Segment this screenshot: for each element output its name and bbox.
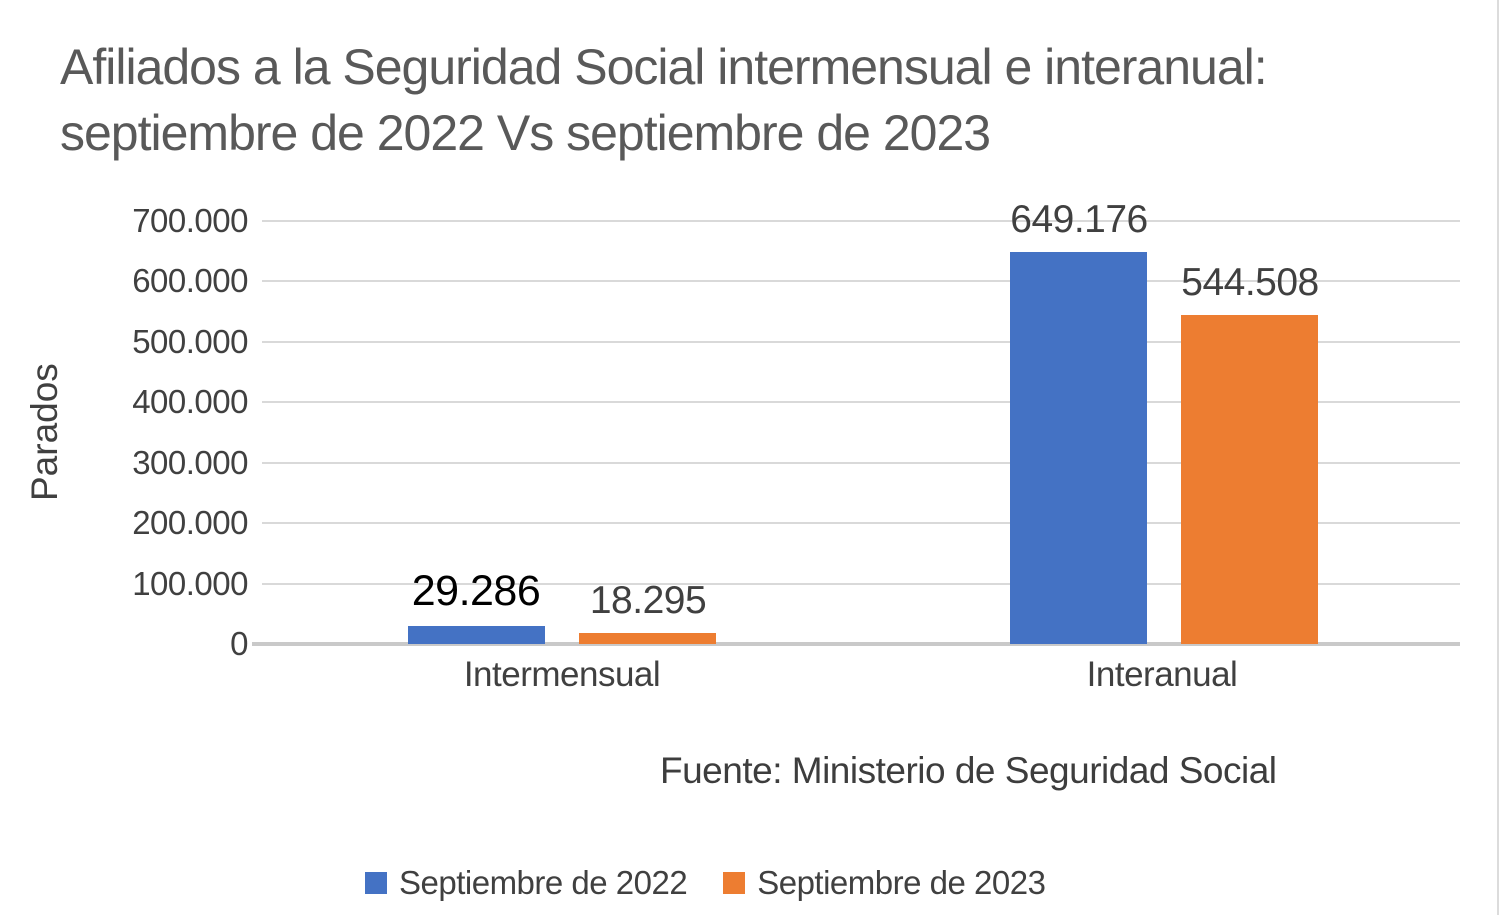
legend-swatch-sep2023-icon — [723, 872, 746, 894]
legend-label-sep2023: Septiembre de 2023 — [757, 864, 1046, 901]
bar-interanual-sep2022 — [1010, 251, 1147, 644]
legend-item-sep2023: Septiembre de 2023 — [723, 864, 1046, 902]
source-note: Fuente: Ministerio de Seguridad Social — [660, 750, 1277, 791]
chart-title: Afiliados a la Seguridad Social intermen… — [60, 34, 1480, 166]
y-tick-400000: 400.000 — [132, 383, 248, 421]
y-tick-0: 0 — [230, 625, 248, 662]
value-label-interanual-sep2022: 649.176 — [1010, 197, 1148, 241]
chart-title-line1: Afiliados a la Seguridad Social intermen… — [60, 39, 1268, 95]
category-label-interanual: Interanual — [1086, 655, 1238, 694]
plot-area: 29.286 18.295 649.176 544.508 — [252, 198, 1462, 646]
screenshot-right-edge — [1497, 0, 1499, 915]
chart-title-line2: septiembre de 2022 Vs septiembre de 2023 — [60, 105, 991, 161]
gridline — [262, 522, 1460, 525]
y-tick-600000: 600.000 — [132, 262, 248, 300]
gridline — [262, 280, 1460, 283]
y-tick-100000: 100.000 — [132, 564, 248, 602]
gridline — [262, 461, 1460, 464]
gridline — [262, 220, 1460, 222]
y-tick-700000: 700.000 — [132, 202, 248, 239]
category-label-intermensual: Intermensual — [463, 655, 661, 694]
legend: Septiembre de 2022 Septiembre de 2023 — [365, 864, 1046, 902]
y-tick-500000: 500.000 — [132, 322, 248, 360]
gridline — [262, 582, 1460, 585]
x-axis-line — [252, 642, 1460, 646]
value-label-interanual-sep2023: 544.508 — [1181, 260, 1319, 304]
bar-intermensual-sep2023 — [579, 632, 716, 644]
legend-item-sep2022: Septiembre de 2022 — [365, 864, 688, 902]
value-label-intermensual-sep2023: 18.295 — [589, 578, 707, 622]
y-tick-200000: 200.000 — [132, 504, 248, 542]
value-label-intermensual-sep2022: 29.286 — [411, 567, 541, 616]
y-axis-tick-labels: 700.000 600.000 500.000 400.000 300.000 … — [0, 202, 248, 662]
legend-label-sep2022: Septiembre de 2022 — [399, 864, 688, 901]
bar-intermensual-sep2022 — [408, 626, 545, 644]
gridline — [262, 401, 1460, 404]
gridline — [262, 340, 1460, 343]
bar-interanual-sep2023 — [1181, 314, 1318, 644]
y-tick-300000: 300.000 — [132, 443, 248, 481]
x-axis-category-labels: Intermensual Interanual — [262, 655, 1462, 699]
legend-swatch-sep2022-icon — [365, 872, 387, 894]
